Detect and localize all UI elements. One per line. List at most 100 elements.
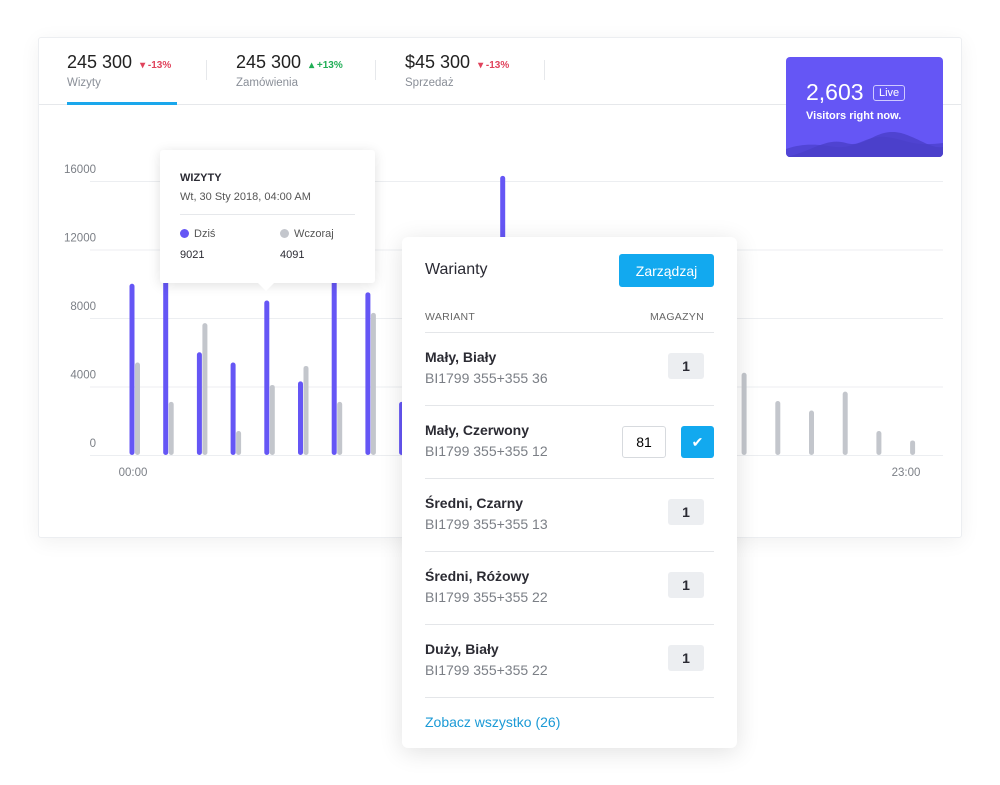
divider <box>425 551 714 552</box>
bar-yesterday <box>775 401 781 455</box>
bar-yesterday <box>135 362 140 455</box>
see-all-link[interactable]: Zobacz wszystko (26) <box>425 714 561 730</box>
bar-yesterday <box>910 440 916 455</box>
variant-sku: BI1799 355+355 12 <box>425 443 548 459</box>
bar-yesterday <box>741 372 747 455</box>
y-tick-label: 4000 <box>70 370 96 382</box>
dot-icon <box>280 229 289 238</box>
x-tick-label: 23:00 <box>892 467 921 479</box>
tab-delta: ▴ +13% <box>309 60 343 71</box>
bar-today <box>196 352 202 455</box>
stats-tabs: 245 300 ▾ -13% Wizyty 245 300 ▴ +13% Zamów… <box>39 38 961 105</box>
bar-today <box>331 266 337 455</box>
legend-label: Wczoraj <box>294 228 334 240</box>
dot-icon <box>180 229 189 238</box>
bar-yesterday <box>370 312 376 455</box>
col-variant: WARIANT <box>425 311 476 323</box>
variant-name: Duży, Biały <box>425 641 499 657</box>
bar-yesterday <box>876 431 882 455</box>
y-tick-label: 16000 <box>64 164 96 176</box>
legend-label: Dziś <box>194 228 216 240</box>
variant-name: Średni, Różowy <box>425 568 530 584</box>
delta-text: -13% <box>147 60 172 71</box>
variant-sku: BI1799 355+355 22 <box>425 662 548 678</box>
divider <box>544 60 545 80</box>
bar-yesterday <box>809 410 814 455</box>
variant-name: Mały, Biały <box>425 349 497 365</box>
tab-value: $45 300 <box>405 52 471 72</box>
y-tick-label: 8000 <box>70 301 96 313</box>
variant-name: Średni, Czarny <box>425 495 524 511</box>
stock-badge[interactable]: 1 <box>668 572 704 598</box>
variant-row: Duży, Biały BI1799 355+355 22 1 <box>425 625 714 698</box>
tab-value: 245 300 <box>236 52 302 72</box>
tab-delta: ▾ -13% <box>478 60 510 71</box>
tab-zamowienia[interactable]: 245 300 ▴ +13% Zamówienia <box>236 52 343 89</box>
bar-today <box>230 362 236 455</box>
legend-yesterday: Wczoraj <box>280 228 334 240</box>
variant-sku: BI1799 355+355 36 <box>425 370 548 386</box>
confirm-button[interactable]: ✔ <box>681 426 714 458</box>
bar-yesterday <box>168 401 174 455</box>
live-count: 2,603 <box>806 79 864 105</box>
yesterday-value: 4091 <box>280 249 305 261</box>
bar-today <box>163 266 169 455</box>
tab-wizyty[interactable]: 245 300 ▾ -13% Wizyty <box>67 52 171 89</box>
tab-delta: ▾ -13% <box>140 60 172 71</box>
variant-name: Mały, Czerwony <box>425 422 529 438</box>
variant-sku: BI1799 355+355 13 <box>425 516 548 532</box>
stock-input[interactable] <box>622 426 666 458</box>
legend-today: Dziś <box>180 228 215 240</box>
live-visitors-card: 2,603 Live Visitors right now. <box>786 57 943 157</box>
divider <box>425 478 714 479</box>
live-badge: Live <box>873 85 906 101</box>
bar-yesterday <box>269 384 275 455</box>
x-tick-label: 00:00 <box>119 467 148 479</box>
col-stock: MAGAZYN <box>649 311 704 323</box>
variant-row: Mały, Biały BI1799 355+355 36 1 <box>425 333 714 406</box>
bar-yesterday <box>842 391 848 455</box>
tooltip-date: Wt, 30 Sty 2018, 04:00 AM <box>180 191 311 203</box>
divider <box>425 624 714 625</box>
wave-decoration <box>786 131 943 157</box>
divider <box>425 332 714 333</box>
active-tab-indicator <box>67 102 177 105</box>
variants-panel: Warianty Zarządzaj WARIANT MAGAZYN Mały,… <box>402 237 737 748</box>
bar-today <box>365 292 371 455</box>
divider <box>425 697 714 698</box>
bar-yesterday <box>236 431 242 455</box>
y-tick-label: 0 <box>90 438 96 450</box>
panel-title: Warianty <box>425 261 488 278</box>
stock-badge[interactable]: 1 <box>668 499 704 525</box>
delta-text: -13% <box>485 60 510 71</box>
tab-label: Zamówienia <box>236 77 298 89</box>
divider <box>180 214 355 215</box>
variant-row: Mały, Czerwony BI1799 355+355 12 ✔ <box>425 406 714 479</box>
tab-sprzedaz[interactable]: $45 300 ▾ -13% Sprzedaż <box>405 52 509 89</box>
stock-badge[interactable]: 1 <box>668 353 704 379</box>
variant-row: Średni, Czarny BI1799 355+355 13 1 <box>425 479 714 552</box>
check-icon: ✔ <box>691 434 704 450</box>
delta-text: +13% <box>316 60 343 71</box>
bar-today <box>298 381 303 455</box>
tab-label: Sprzedaż <box>405 77 454 89</box>
bar-yesterday <box>202 323 208 455</box>
manage-button[interactable]: Zarządzaj <box>619 254 714 287</box>
live-text: Visitors right now. <box>806 110 902 122</box>
divider <box>425 405 714 406</box>
tab-label: Wizyty <box>67 77 101 89</box>
bar-today <box>264 300 270 455</box>
y-tick-label: 12000 <box>64 233 96 245</box>
variant-sku: BI1799 355+355 22 <box>425 589 548 605</box>
bar-yesterday <box>303 365 309 455</box>
divider <box>375 60 376 80</box>
tab-value: 245 300 <box>67 52 133 72</box>
variant-row: Średni, Różowy BI1799 355+355 22 1 <box>425 552 714 625</box>
stock-badge[interactable]: 1 <box>668 645 704 671</box>
chart-tooltip: WIZYTY Wt, 30 Sty 2018, 04:00 AM Dziś Wc… <box>160 150 375 291</box>
bar-yesterday <box>337 401 343 455</box>
bar-today <box>129 283 135 455</box>
tooltip-title: WIZYTY <box>180 172 222 184</box>
today-value: 9021 <box>180 249 205 261</box>
